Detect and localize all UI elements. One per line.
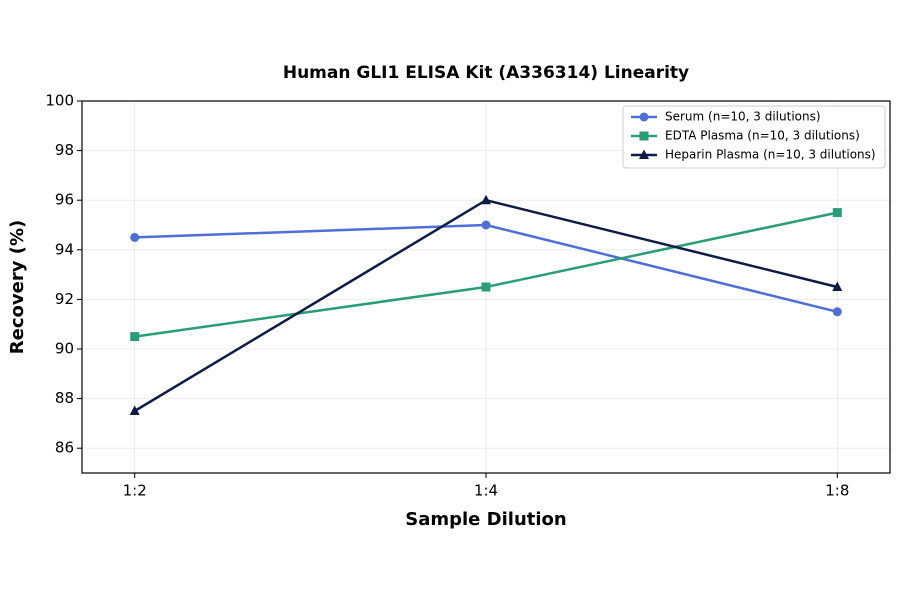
y-tick-label: 92 (55, 290, 74, 308)
chart-title: Human GLI1 ELISA Kit (A336314) Linearity (283, 63, 689, 83)
legend-label: Heparin Plasma (n=10, 3 dilutions) (665, 148, 876, 162)
data-point (130, 232, 140, 242)
y-tick-label: 90 (55, 340, 74, 358)
x-tick-label: 1:2 (123, 482, 147, 500)
data-point (129, 405, 140, 415)
legend-marker (639, 112, 649, 122)
y-tick-label: 94 (55, 240, 74, 258)
legend: Serum (n=10, 3 dilutions) EDTA Plasma (n=… (622, 105, 886, 169)
y-tick-label: 88 (55, 389, 74, 407)
legend-label: Serum (n=10, 3 dilutions) (665, 110, 821, 124)
y-tick-label: 86 (55, 439, 74, 457)
x-tick-label: 1:4 (474, 482, 498, 500)
data-point (481, 194, 491, 205)
data-point (832, 281, 843, 291)
legend-marker (639, 149, 649, 159)
y-tick-label: 96 (55, 191, 74, 209)
x-tick-label: 1:8 (825, 482, 849, 500)
legend-marker (639, 131, 649, 141)
y-axis-label: Recovery (%) (7, 220, 28, 354)
y-tick-label: 98 (55, 141, 74, 159)
legend-box (622, 105, 886, 169)
legend-label: EDTA Plasma (n=10, 3 dilutions) (665, 129, 860, 143)
data-point (481, 282, 491, 292)
data-point (832, 208, 842, 218)
data-point (832, 307, 842, 317)
y-tick-label: 100 (45, 92, 74, 110)
data-point (130, 332, 140, 342)
plot-frame (81, 100, 891, 474)
x-axis-label: Sample Dilution (405, 509, 566, 530)
data-point (481, 220, 491, 230)
